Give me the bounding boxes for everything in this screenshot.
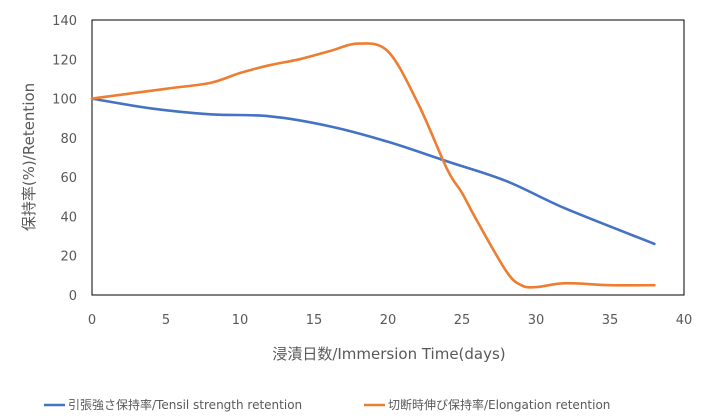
- x-tick-label: 35: [602, 313, 619, 328]
- y-tick-label: 20: [60, 250, 77, 265]
- y-tick-label: 40: [60, 210, 77, 225]
- x-tick-label: 25: [454, 313, 471, 328]
- series-line-elongation: [90, 42, 656, 289]
- y-tick-label: 140: [52, 14, 77, 29]
- legend: 引張強さ保持率/Tensil strength retention 切断時伸び保持…: [44, 397, 610, 412]
- tick-labels: 0 5 10 15 20 25 30 35 40 0 20 40 60 80 100 120 140: [52, 14, 692, 328]
- series-line-tensile-strength: [90, 97, 656, 246]
- legend-label: 切断時伸び保持率/Elongation retention: [388, 397, 610, 412]
- x-tick-label: 5: [162, 313, 170, 328]
- y-tick-label: 80: [60, 132, 77, 147]
- y-tick-label: 120: [52, 53, 77, 68]
- x-tick-label: 15: [306, 313, 323, 328]
- series-lines: [90, 42, 656, 289]
- x-tick-label: 0: [88, 313, 96, 328]
- y-tick-label: 0: [69, 289, 77, 304]
- x-tick-label: 20: [380, 313, 397, 328]
- plot-frame: [91, 19, 685, 296]
- y-tick-label: 60: [60, 171, 77, 186]
- x-axis-title: 浸漬日数/Immersion Time(days): [272, 345, 505, 363]
- x-tick-label: 10: [232, 313, 249, 328]
- x-tick-label: 40: [676, 313, 693, 328]
- x-tick-label: 30: [528, 313, 545, 328]
- legend-label: 引張強さ保持率/Tensil strength retention: [68, 397, 302, 412]
- axes: [91, 19, 685, 296]
- y-axis-title: 保持率(%)/Retention: [20, 83, 38, 231]
- y-tick-label: 100: [52, 93, 77, 108]
